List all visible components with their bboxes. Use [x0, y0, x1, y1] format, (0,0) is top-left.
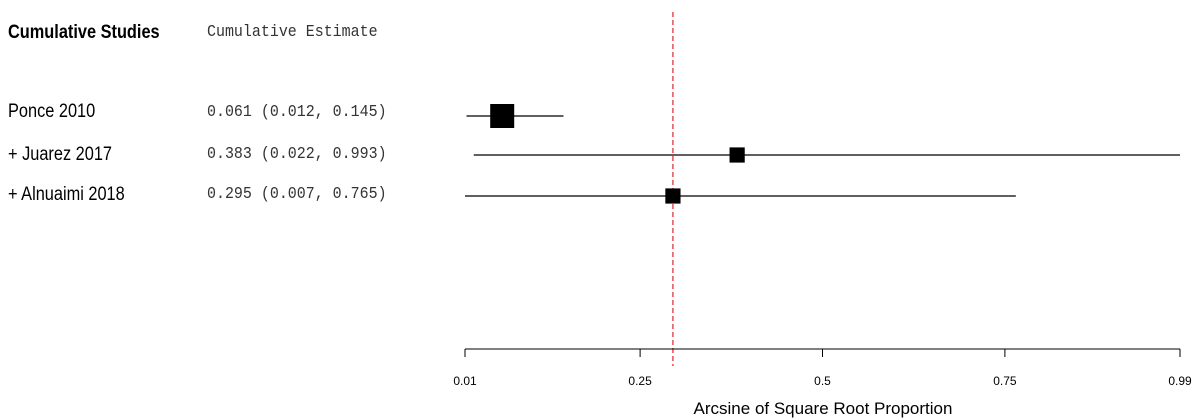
- x-axis-title: Arcsine of Square Root Proportion: [694, 399, 953, 418]
- cumulative-studies-header: Cumulative Studies: [8, 22, 160, 43]
- estimate-marker: [665, 188, 681, 204]
- x-tick-label: 0.99: [1168, 374, 1192, 388]
- x-tick-label: 0.25: [628, 374, 652, 388]
- estimate-text-ponce-2010: 0.061 (0.012, 0.145): [207, 103, 387, 122]
- x-tick-label: 0.75: [993, 374, 1017, 388]
- estimate-text-juarez-2017: 0.383 (0.022, 0.993): [207, 145, 387, 164]
- cumulative-estimate-header: Cumulative Estimate: [207, 23, 378, 42]
- estimate-marker: [490, 104, 515, 128]
- x-tick-label: 0.5: [814, 374, 831, 388]
- estimate-marker: [729, 147, 745, 163]
- study-label-alnuaimi-2018: + Alnuaimi 2018: [8, 184, 125, 205]
- study-label-ponce-2010: Ponce 2010: [8, 101, 96, 122]
- study-label-juarez-2017: + Juarez 2017: [8, 144, 113, 165]
- estimate-text-alnuaimi-2018: 0.295 (0.007, 0.765): [207, 185, 387, 204]
- x-tick-label: 0.01: [453, 374, 477, 388]
